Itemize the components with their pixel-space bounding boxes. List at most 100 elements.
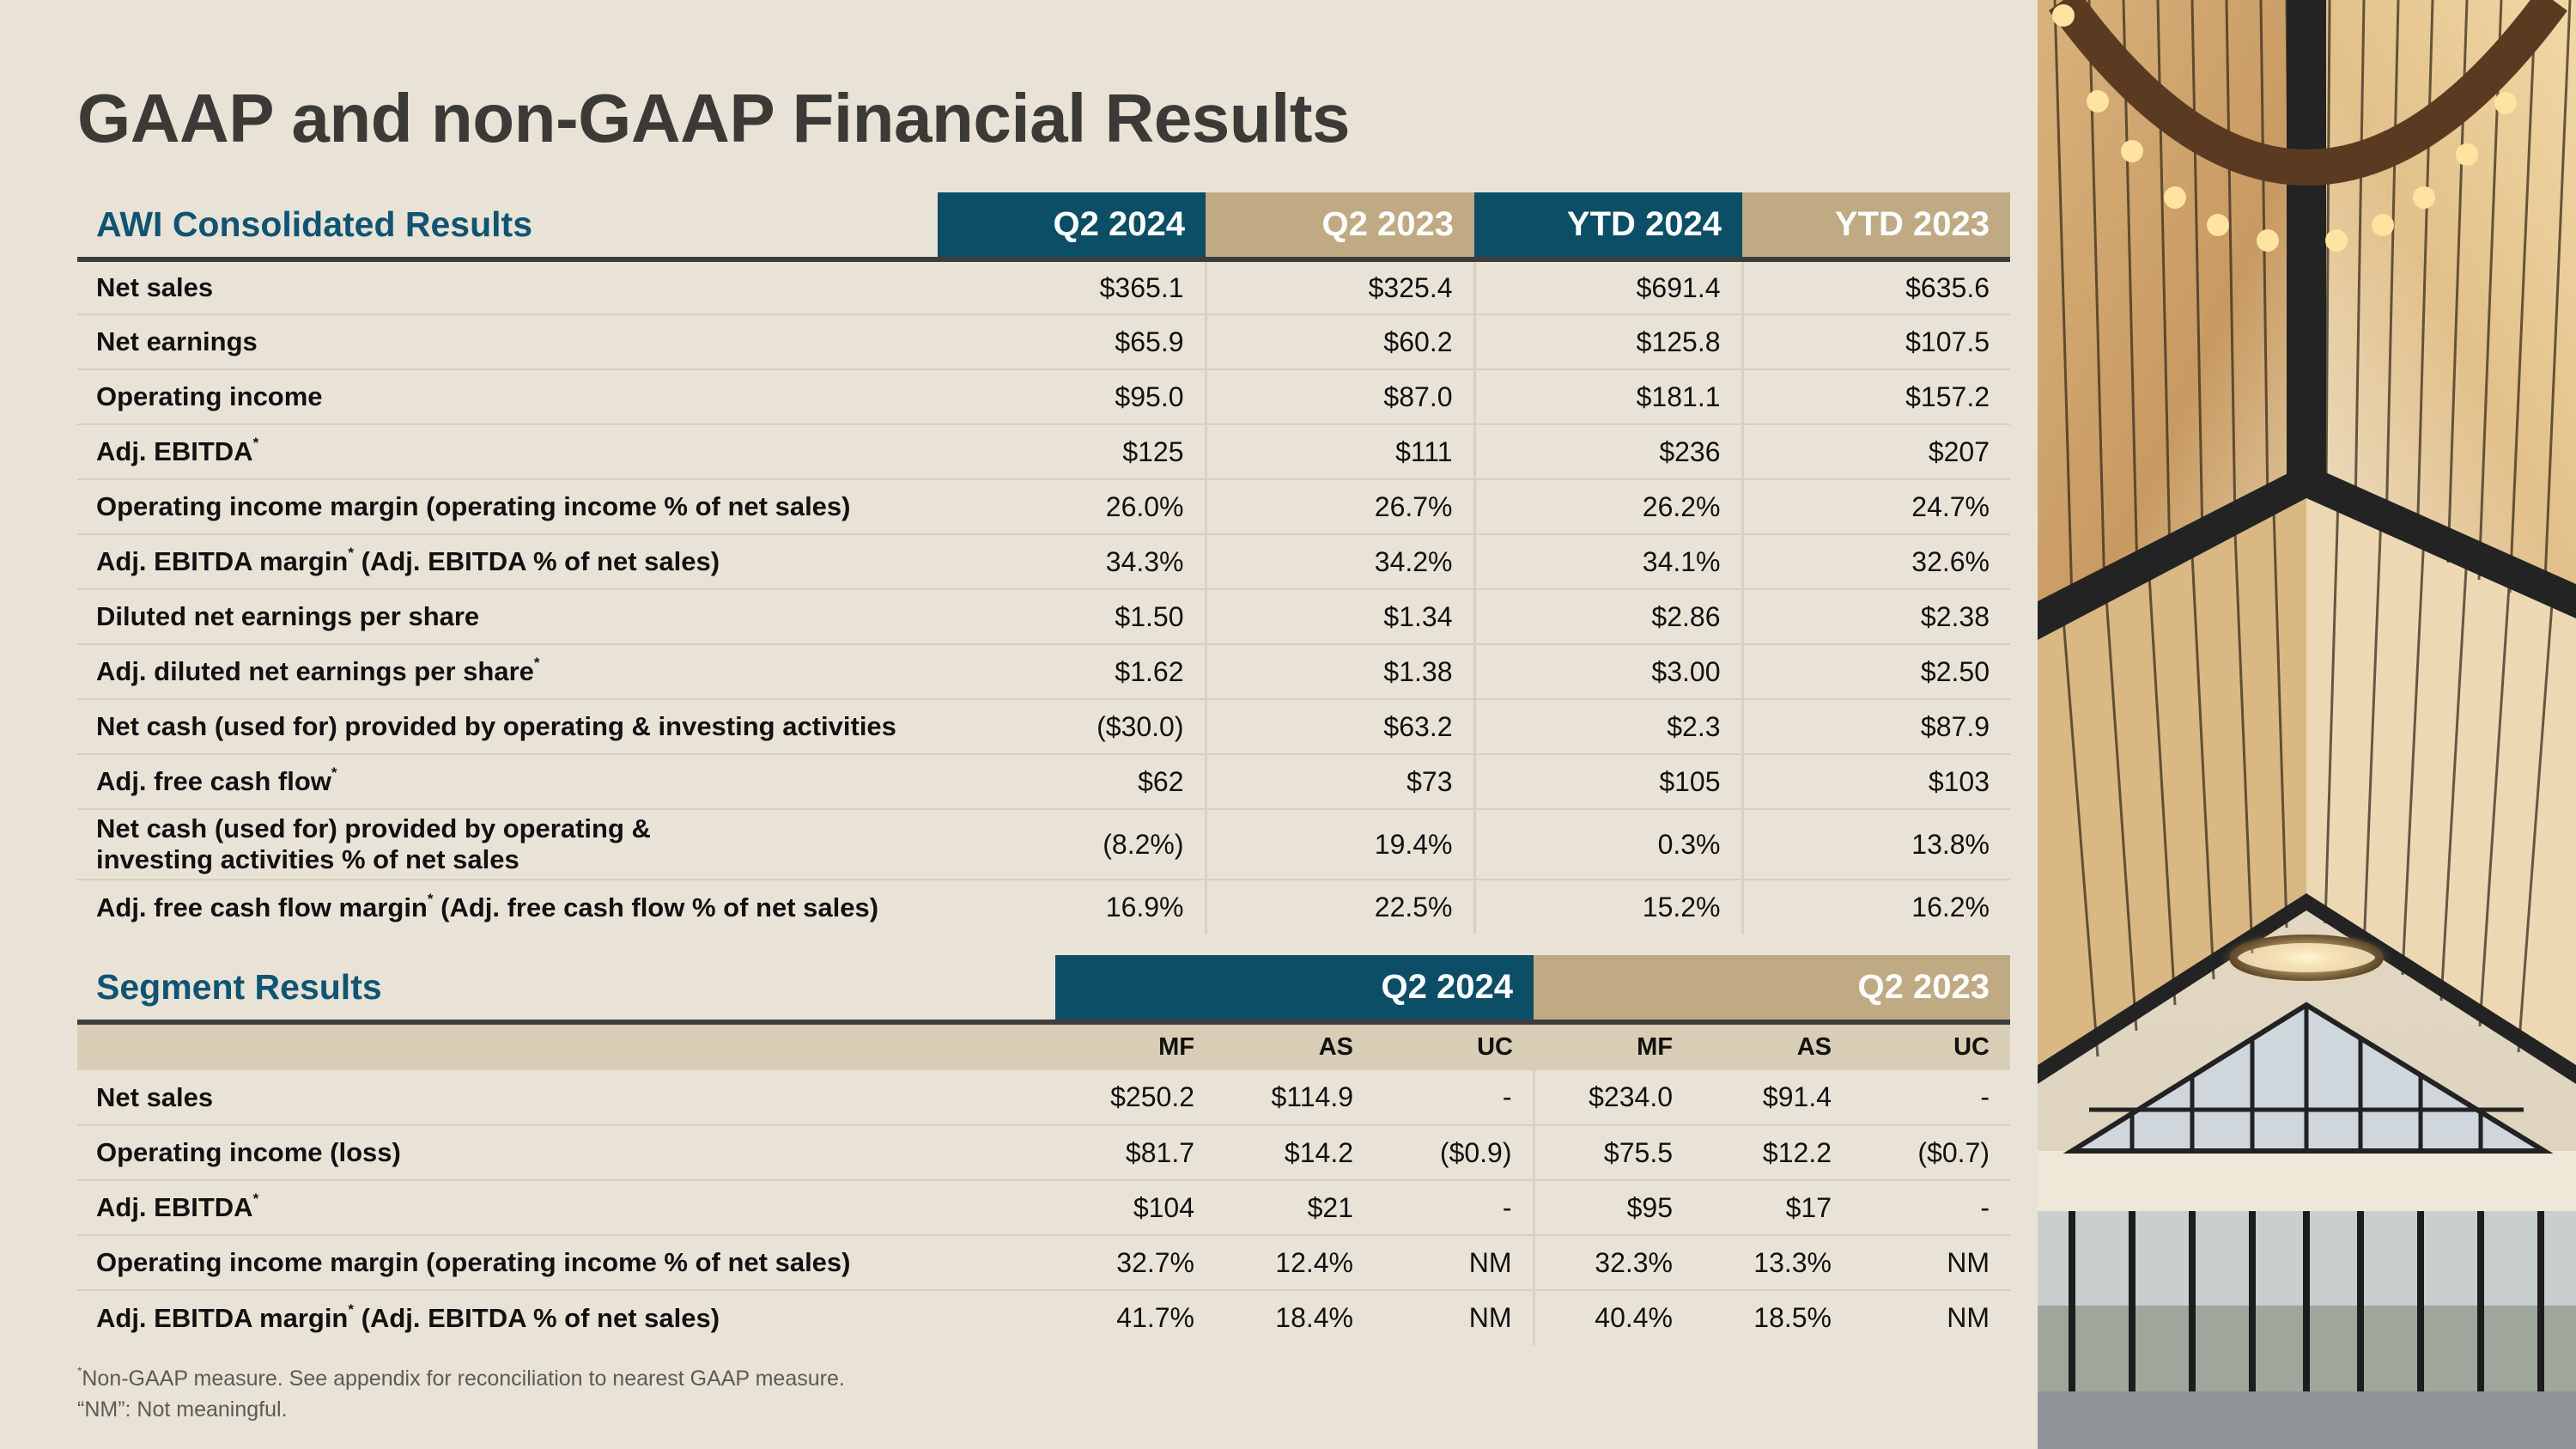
- value-cell: $250.2: [1110, 1081, 1194, 1112]
- row-label-suffix: (Adj. EBITDA % of net sales): [354, 1302, 720, 1333]
- row-label: Net cash (used for) provided by operatin…: [77, 809, 938, 880]
- row-label-text: Operating income margin (operating incom…: [96, 1247, 851, 1278]
- value-cell: $73: [1204, 754, 1474, 809]
- footnote-text: Non-GAAP measure. See appendix for recon…: [82, 1367, 845, 1391]
- subcolumn-as: AS: [1318, 1033, 1353, 1061]
- value-cell: $21: [1307, 1191, 1353, 1223]
- table-row-adj-ebitda-margin-adj-ebitda-of-net-sales: Adj. EBITDA margin* (Adj. EBITDA % of ne…: [77, 534, 2010, 589]
- column-header-q2-2023: Q2 2023: [1206, 192, 1474, 262]
- value-cell: (8.2%): [1103, 828, 1184, 860]
- table-row-operating-income-margin-operating-income-of-net-sales: Operating income margin (operating incom…: [77, 1235, 2010, 1290]
- value-cell: NM: [1947, 1302, 1990, 1333]
- subcolumn-uc: UC: [1477, 1033, 1513, 1061]
- row-label-text: Adj. EBITDA margin: [96, 1302, 349, 1333]
- row-label-suffix: (Adj. free cash flow % of net sales): [433, 892, 879, 922]
- row-label-text: Net sales: [96, 1081, 214, 1112]
- value-cell: 24.7%: [1741, 479, 2010, 534]
- segment-section-title: Segment Results: [77, 955, 1055, 1025]
- value-cell: -: [1980, 1191, 1990, 1223]
- row-label: Net cash (used for) provided by operatin…: [77, 699, 938, 754]
- value-cell: $63.2: [1204, 699, 1474, 754]
- value-cell: $105: [1473, 754, 1742, 809]
- value-cell: -: [1502, 1081, 1512, 1112]
- footnote-mark: *: [77, 1365, 82, 1378]
- value-cell: $1.50: [1115, 600, 1184, 632]
- column-header-ytd-2024: YTD 2024: [1474, 192, 1742, 262]
- row-label-text: Adj. free cash flow margin: [96, 892, 428, 922]
- row-label-text: Operating income margin (operating incom…: [96, 491, 851, 522]
- footnote-non-gaap: *Non-GAAP measure. See appendix for reco…: [77, 1365, 845, 1391]
- value-cell: $365.1: [1099, 271, 1184, 303]
- column-header-ytd-2023: YTD 2023: [1742, 192, 2010, 262]
- value-cell: 18.5%: [1753, 1302, 1832, 1333]
- value-cell: 12.4%: [1275, 1246, 1353, 1278]
- row-label-text: Diluted net earnings per share: [96, 601, 480, 632]
- non-gaap-asterisk: *: [331, 764, 337, 782]
- table-row-operating-income-margin-operating-income-of-net-sales: Operating income margin (operating incom…: [77, 479, 2010, 534]
- value-cell: 32.7%: [1116, 1246, 1194, 1278]
- value-cell: $2.86: [1473, 589, 1742, 644]
- vaulted-ceiling-image: [2038, 0, 2576, 1449]
- row-label-text: Adj. diluted net earnings per share: [96, 656, 534, 687]
- segment-period-q2-2023: Q2 2023: [1534, 955, 2010, 1025]
- value-cell: 32.6%: [1741, 534, 2010, 589]
- row-label-text: Adj. free cash flow: [96, 766, 331, 797]
- subcolumn-as: AS: [1796, 1033, 1832, 1061]
- value-cell: 32.3%: [1532, 1235, 1693, 1290]
- row-label-text: Adj. EBITDA margin: [96, 546, 349, 577]
- value-cell: $1.62: [1115, 655, 1184, 687]
- row-label-text: Net sales: [96, 272, 214, 303]
- segment-subheader-row: MF AS UC MF AS UC: [77, 1022, 2010, 1070]
- value-cell: $2.38: [1741, 589, 2010, 644]
- row-label: Adj. EBITDA*: [77, 1180, 1055, 1235]
- value-cell: 34.2%: [1204, 534, 1474, 589]
- value-cell: $95.0: [1115, 381, 1184, 412]
- non-gaap-asterisk: *: [348, 545, 355, 562]
- value-cell: $157.2: [1741, 369, 2010, 424]
- value-cell: $207: [1741, 424, 2010, 479]
- segment-header-row: Segment Results Q2 2024 Q2 2023: [77, 955, 2010, 1025]
- table-row-adj-ebitda-margin-adj-ebitda-of-net-sales: Adj. EBITDA margin* (Adj. EBITDA % of ne…: [77, 1290, 2010, 1345]
- value-cell: 16.2%: [1741, 880, 2010, 935]
- value-cell: -: [1502, 1191, 1512, 1223]
- table-row-net-cash-used-for-provided-by-operating-investing-activities-of-net-sales: Net cash (used for) provided by operatin…: [77, 809, 2010, 880]
- value-cell: $65.9: [1115, 326, 1184, 357]
- segment-results-table: Segment Results Q2 2024 Q2 2023 MF AS UC…: [77, 955, 2010, 1345]
- row-label: Adj. free cash flow margin* (Adj. free c…: [77, 880, 938, 935]
- value-cell: 15.2%: [1473, 880, 1742, 935]
- row-label-text: Net cash (used for) provided by operatin…: [96, 813, 651, 874]
- value-cell: $111: [1204, 424, 1474, 479]
- value-cell: 13.3%: [1753, 1246, 1832, 1278]
- value-cell: -: [1980, 1081, 1990, 1112]
- value-cell: $234.0: [1532, 1070, 1693, 1125]
- consolidated-section-title: AWI Consolidated Results: [77, 192, 938, 262]
- value-cell: NM: [1468, 1246, 1512, 1278]
- footnote-nm: “NM”: Not meaningful.: [77, 1397, 288, 1422]
- non-gaap-asterisk: *: [533, 654, 540, 672]
- value-cell: $87.9: [1741, 699, 2010, 754]
- value-cell: $12.2: [1762, 1136, 1832, 1168]
- architecture-photo: [2038, 0, 2576, 1449]
- value-cell: $60.2: [1204, 314, 1474, 369]
- value-cell: $81.7: [1125, 1136, 1194, 1168]
- value-cell: 40.4%: [1532, 1290, 1693, 1345]
- page-title: GAAP and non-GAAP Financial Results: [77, 80, 1351, 156]
- row-label: Operating income: [77, 369, 938, 424]
- table-row-operating-income: Operating income $95.0 $87.0 $181.1 $157.2: [77, 369, 2010, 424]
- value-cell: 19.4%: [1204, 809, 1474, 880]
- value-cell: NM: [1468, 1302, 1512, 1333]
- value-cell: $325.4: [1204, 259, 1474, 314]
- value-cell: $1.38: [1204, 644, 1474, 699]
- non-gaap-asterisk: *: [427, 890, 434, 907]
- row-label: Adj. EBITDA margin* (Adj. EBITDA % of ne…: [77, 534, 938, 589]
- value-cell: 0.3%: [1473, 809, 1742, 880]
- value-cell: 34.3%: [1105, 545, 1184, 577]
- value-cell: $125: [1122, 435, 1184, 467]
- table-row-adj-free-cash-flow: Adj. free cash flow* $62 $73 $105 $103: [77, 754, 2010, 809]
- row-label-text: Adj. EBITDA: [96, 436, 253, 467]
- value-cell: 13.8%: [1741, 809, 2010, 880]
- column-header-q2-2024: Q2 2024: [938, 192, 1206, 262]
- value-cell: $17: [1785, 1191, 1832, 1223]
- table-row-net-sales: Net sales $365.1 $325.4 $691.4 $635.6: [77, 259, 2010, 314]
- table-row-adj-ebitda: Adj. EBITDA* $125 $111 $236 $207: [77, 424, 2010, 479]
